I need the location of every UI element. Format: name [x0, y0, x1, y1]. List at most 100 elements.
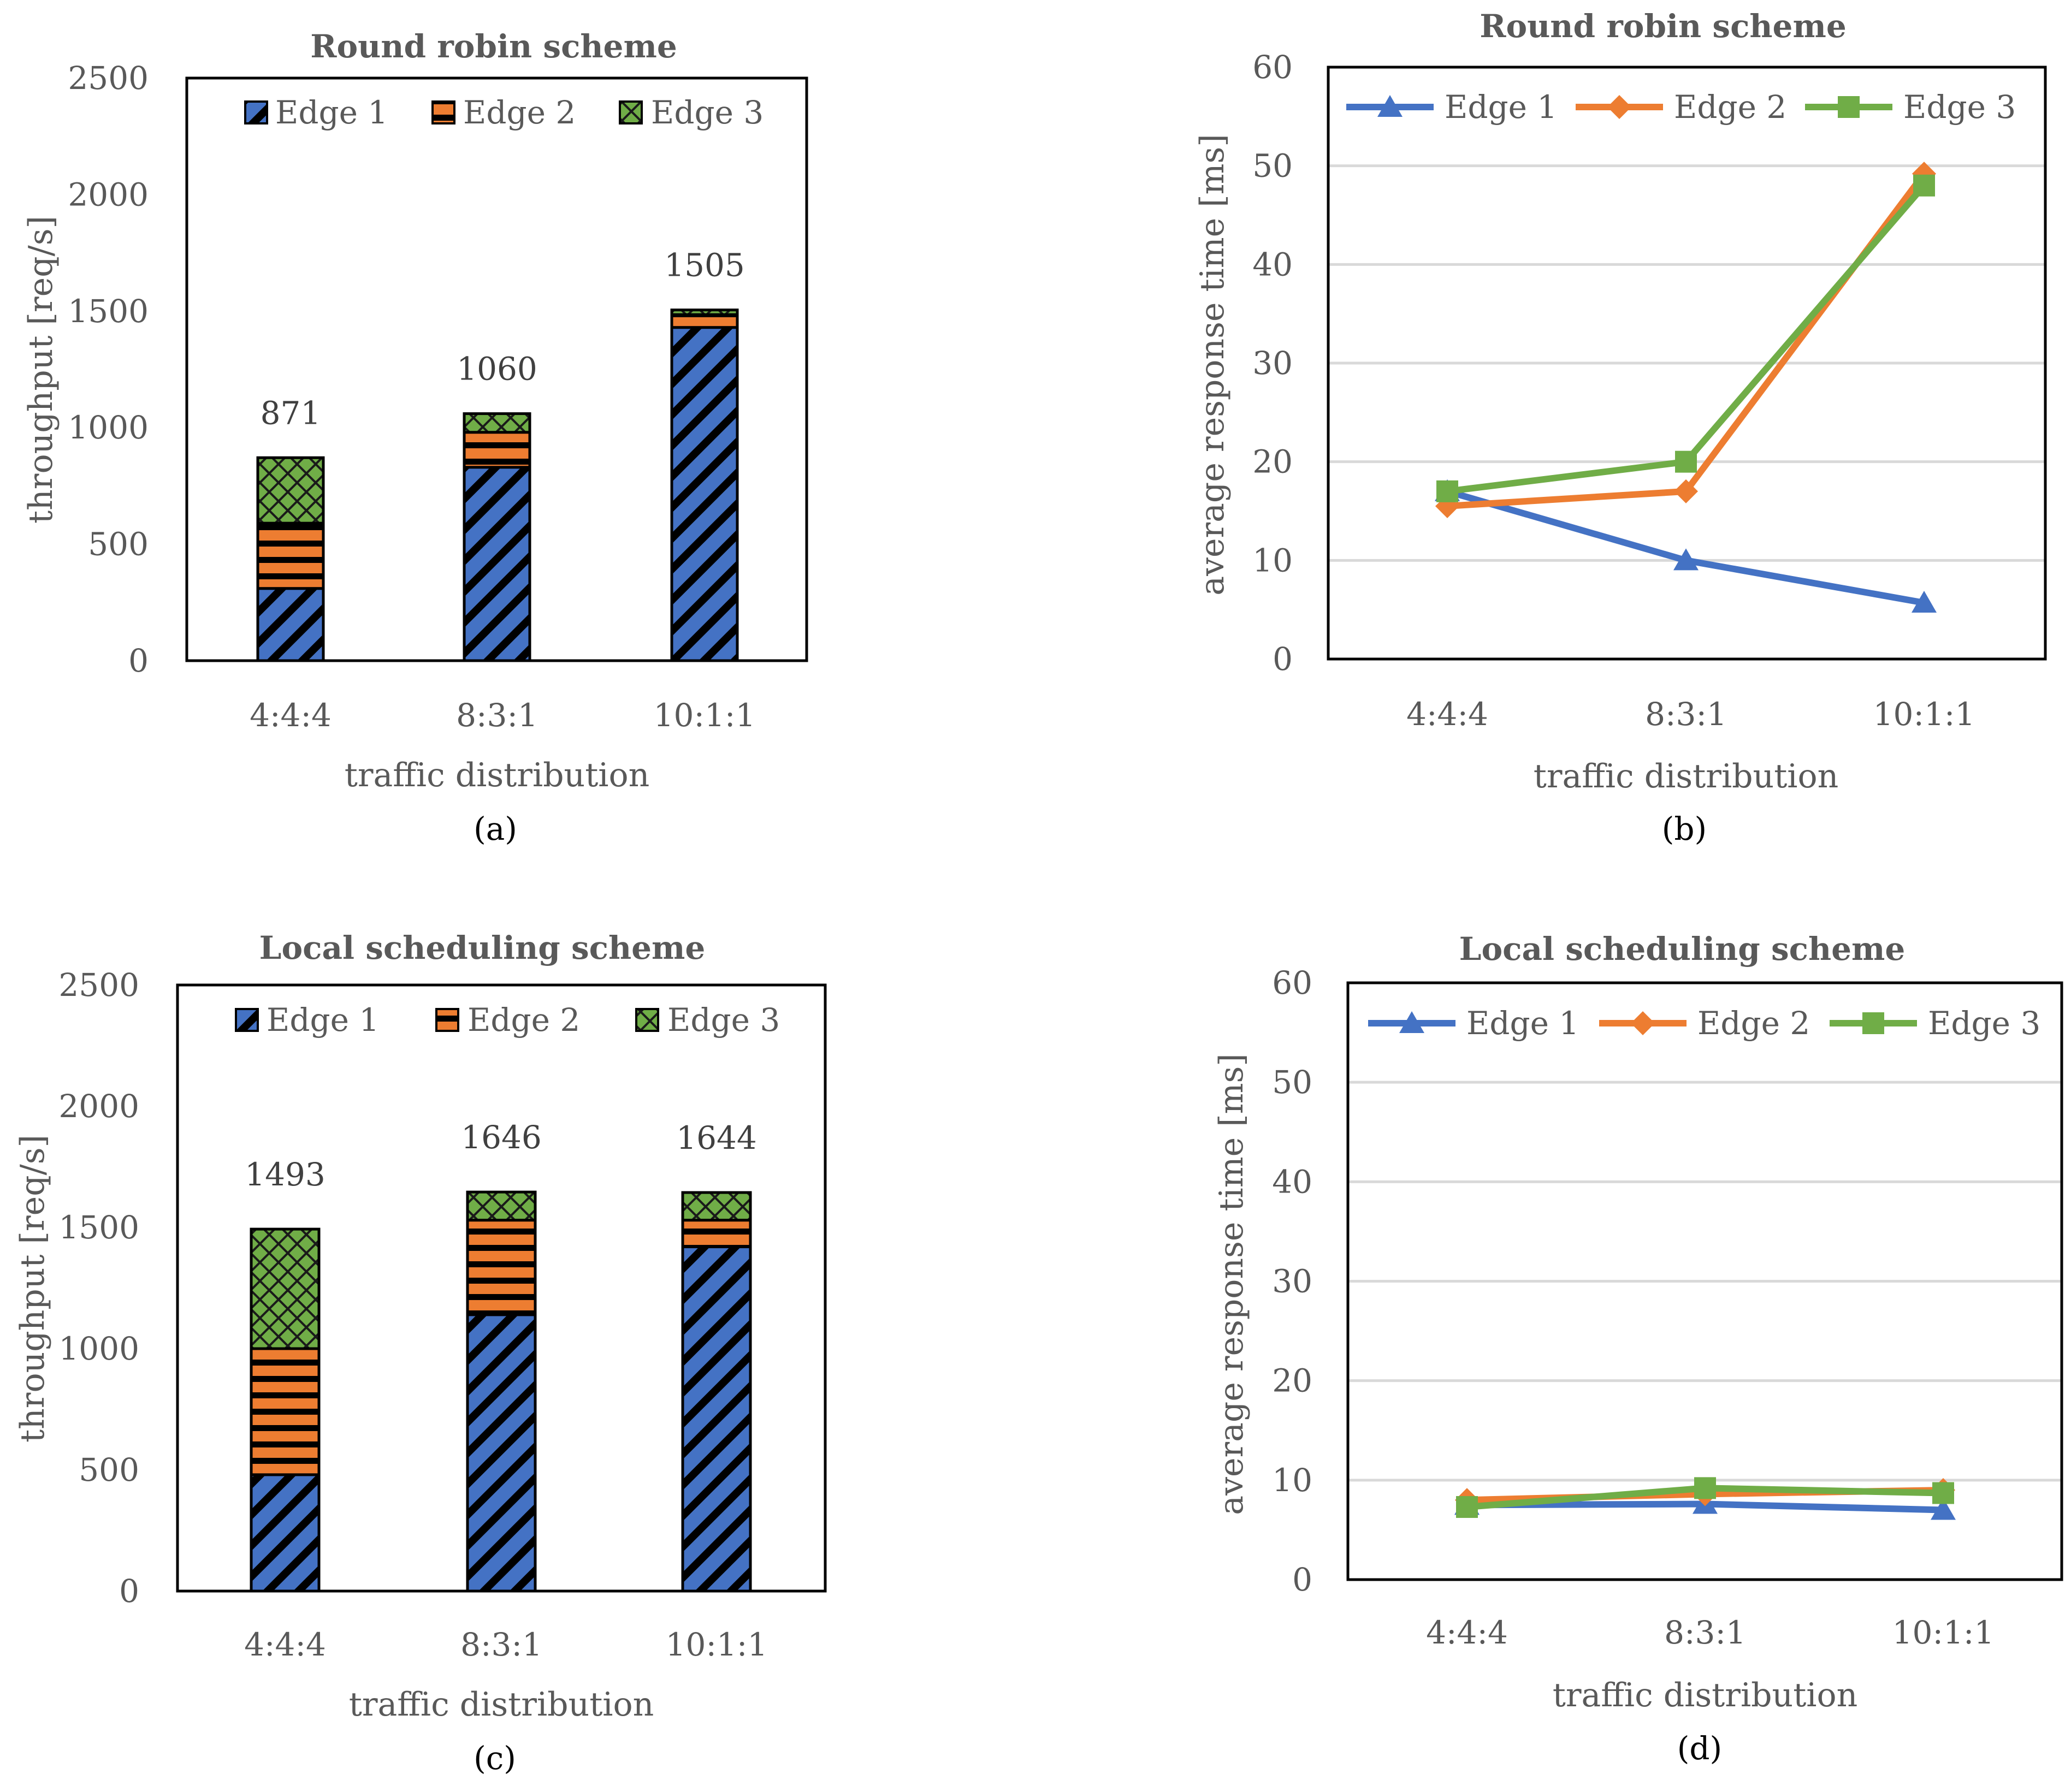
y-tick-label: 0: [1273, 640, 1293, 678]
panel-a-totals: 871 1060 1505: [261, 247, 745, 432]
point-edge2-8:3:1: [1674, 479, 1698, 503]
bar-edge3-8:3:1: [463, 412, 531, 434]
panel-a-x-ticks: 4:4:4 8:3:1 10:1:1: [250, 697, 755, 734]
point-edge1-8:3:1: [1673, 548, 1699, 571]
y-tick-label: 50: [1252, 147, 1293, 185]
panel-c-title: Local scheduling scheme: [259, 929, 706, 966]
bar-edge2-8:3:1: [466, 1219, 537, 1316]
x-tick-label: 8:3:1: [1664, 1614, 1746, 1651]
x-tick-label: 8:3:1: [456, 697, 538, 734]
y-tick-label: 500: [79, 1451, 139, 1488]
point-edge1-10:1:1: [1912, 591, 1937, 613]
y-tick-label: 30: [1252, 345, 1293, 382]
panel-c-legend-edge3-label: Edge 3: [667, 1001, 780, 1039]
bar-edge2-10:1:1: [670, 313, 739, 329]
bar-edge3-4:4:4: [250, 1227, 321, 1350]
panel-d-legend-edge2-marker: [1631, 1011, 1655, 1035]
panel-b: Round robin scheme 0 10 20 30 40 50 60 4:4:4 8:…: [1193, 8, 2047, 847]
panel-c-x-ticks: 4:4:4 8:3:1 10:1:1: [244, 1626, 767, 1663]
y-tick-label: 40: [1272, 1163, 1312, 1200]
panel-a-legend-edge3-label: Edge 3: [651, 94, 764, 131]
panel-b-x-axis-label: traffic distribution: [1534, 757, 1839, 796]
panel-a-legend-edge1-swatch: [244, 100, 268, 124]
panel-b-series: [1435, 162, 1937, 613]
panel-c-legend-edge2-label: Edge 2: [468, 1001, 580, 1039]
panel-d-legend: Edge 1 Edge 2 Edge 3: [1368, 1005, 2040, 1042]
panel-b-x-ticks: 4:4:4 8:3:1 10:1:1: [1406, 696, 1975, 733]
bar-edge1-8:3:1: [466, 1313, 537, 1593]
panel-c-legend-edge2-swatch: [435, 1008, 459, 1032]
panel-b-y-ticks: 0 10 20 30 40 50 60: [1252, 49, 1293, 678]
total-label-10:1:1: 1644: [676, 1119, 757, 1156]
panel-c-y-ticks: 0 500 1000 1500 2000 2500: [58, 966, 139, 1610]
panel-c-legend-edge1-swatch: [235, 1008, 259, 1032]
bar-edge3-10:1:1: [670, 308, 739, 316]
total-label-8:3:1: 1060: [457, 351, 537, 388]
panel-a-y-axis-label: throughput [req/s]: [22, 216, 60, 524]
y-tick-label: 20: [1272, 1362, 1312, 1399]
y-tick-label: 2500: [68, 60, 149, 97]
panel-b-legend-edge2-marker: [1607, 95, 1631, 119]
bar-edge2-4:4:4: [250, 1347, 321, 1476]
panel-c-plot-frame: [176, 983, 827, 1593]
y-tick-label: 0: [128, 642, 149, 679]
panel-d-y-ticks: 0 10 20 30 40 50 60: [1272, 964, 1312, 1598]
y-tick-label: 20: [1252, 443, 1293, 480]
bar-edge1-4:4:4: [250, 1473, 321, 1593]
panel-a: Round robin scheme Edge 1 Edge 2 Edge 3 …: [22, 28, 808, 847]
panel-c-bars: [250, 1190, 752, 1593]
point-edge3-10:1:1: [1932, 1482, 1954, 1504]
y-tick-label: 2500: [58, 966, 139, 1004]
bar-edge1-10:1:1: [681, 1245, 752, 1593]
y-tick-label: 1500: [68, 293, 149, 330]
panel-b-title: Round robin scheme: [1480, 8, 1846, 45]
y-tick-label: 1000: [58, 1330, 139, 1367]
total-label-4:4:4: 1493: [245, 1156, 326, 1193]
y-tick-label: 500: [88, 526, 149, 563]
panel-b-y-axis-label: average response time [ms]: [1193, 134, 1232, 595]
panel-b-legend-edge3-marker: [1838, 96, 1860, 118]
panel-d-plot-frame: [1346, 981, 2063, 1581]
point-edge3-4:4:4: [1436, 480, 1458, 502]
x-tick-label: 8:3:1: [460, 1626, 542, 1663]
panel-d-y-axis-label: average response time [ms]: [1212, 1053, 1251, 1515]
panel-d-series: [1454, 1477, 1956, 1520]
panel-c-y-axis-label: throughput [req/s]: [14, 1135, 52, 1443]
panel-d-legend-edge1-marker: [1399, 1011, 1424, 1033]
panel-a-plot-frame: [185, 76, 808, 662]
panel-a-legend-edge2-label: Edge 2: [463, 94, 576, 131]
panel-b-plot-frame: [1327, 66, 2047, 661]
bar-edge2-8:3:1: [463, 431, 531, 469]
panel-a-legend: Edge 1 Edge 2 Edge 3: [244, 94, 764, 131]
y-tick-label: 0: [119, 1573, 139, 1610]
panel-d-legend-edge3-label: Edge 3: [1928, 1005, 2040, 1042]
point-edge1-10:1:1: [1931, 1498, 1956, 1520]
panel-a-caption: (a): [474, 810, 517, 847]
panel-d-x-ticks: 4:4:4 8:3:1 10:1:1: [1426, 1614, 1994, 1651]
panel-c-x-axis-label: traffic distribution: [349, 1686, 654, 1724]
y-tick-label: 0: [1292, 1561, 1312, 1598]
y-tick-label: 2000: [68, 176, 149, 213]
panel-c-legend-edge1-label: Edge 1: [267, 1001, 379, 1039]
series-line-edge3: [1447, 183, 1927, 495]
point-edge3-10:1:1: [1913, 174, 1935, 197]
point-edge3-8:3:1: [1694, 1477, 1716, 1499]
y-tick-label: 60: [1252, 49, 1293, 86]
y-tick-label: 1500: [58, 1209, 139, 1246]
panel-a-legend-edge1-label: Edge 1: [275, 94, 388, 131]
y-tick-label: 40: [1252, 246, 1293, 283]
panel-d-legend-edge2-label: Edge 2: [1697, 1005, 1810, 1042]
bar-edge3-4:4:4: [256, 456, 325, 525]
bar-edge3-8:3:1: [466, 1190, 537, 1222]
panel-d: Local scheduling scheme 0 10 20 30 40 50 60 4:…: [1212, 930, 2063, 1767]
panel-a-legend-edge2-swatch: [431, 100, 455, 124]
panel-d-gridlines: [1348, 1081, 2062, 1482]
y-tick-label: 60: [1272, 964, 1312, 1001]
panel-a-y-ticks: 0 500 1000 1500 2000 2500: [68, 60, 149, 679]
x-tick-label: 10:1:1: [1873, 696, 1975, 733]
panel-b-legend-edge3-label: Edge 3: [1903, 88, 2016, 126]
y-tick-label: 2000: [58, 1088, 139, 1125]
bar-edge1-10:1:1: [670, 326, 739, 662]
panel-c-legend-edge3-swatch: [635, 1008, 659, 1032]
